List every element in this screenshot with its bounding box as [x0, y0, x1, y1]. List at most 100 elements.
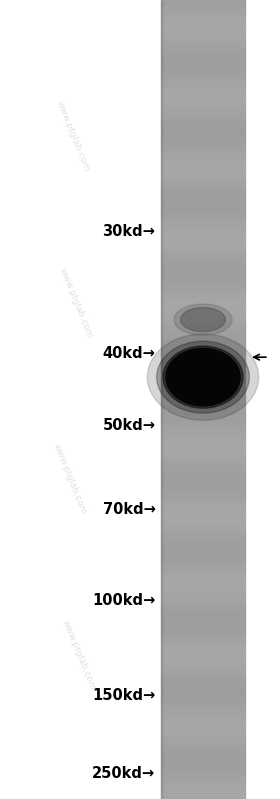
Text: www.ptglab.com: www.ptglab.com — [57, 267, 94, 340]
Bar — [161, 54, 245, 56]
Bar — [161, 100, 245, 101]
Bar — [161, 217, 245, 220]
Bar — [161, 98, 245, 100]
Bar — [161, 254, 245, 256]
Bar — [161, 603, 245, 606]
Bar — [161, 180, 245, 182]
Bar — [161, 241, 245, 244]
Bar — [161, 609, 245, 611]
Bar — [161, 66, 245, 68]
Bar — [161, 62, 245, 64]
Bar — [161, 561, 245, 563]
Bar — [161, 174, 245, 176]
Bar — [161, 282, 245, 284]
Bar — [161, 755, 245, 757]
Bar — [161, 506, 245, 507]
Bar — [161, 639, 245, 641]
Bar — [161, 569, 245, 571]
Bar — [161, 697, 245, 699]
Bar — [161, 577, 245, 579]
Bar — [161, 348, 245, 350]
Bar — [161, 414, 245, 415]
Bar — [161, 542, 245, 543]
Bar — [161, 431, 245, 433]
Bar — [161, 753, 245, 755]
Bar — [161, 683, 245, 686]
Bar — [161, 731, 245, 733]
Bar — [161, 34, 245, 36]
Bar — [161, 635, 245, 638]
Bar — [161, 763, 245, 765]
Bar — [161, 313, 245, 316]
Bar — [161, 144, 245, 145]
Bar — [161, 477, 245, 479]
Bar — [161, 140, 245, 142]
Bar — [161, 462, 245, 463]
Bar — [161, 522, 245, 523]
Bar — [161, 44, 245, 46]
Bar — [161, 104, 245, 105]
Ellipse shape — [147, 334, 259, 420]
Bar — [161, 607, 245, 609]
Bar — [161, 101, 245, 104]
Bar — [161, 622, 245, 623]
Bar — [161, 789, 245, 791]
Bar — [161, 84, 245, 86]
Bar — [161, 304, 245, 305]
Bar — [161, 713, 245, 715]
Bar — [161, 775, 245, 777]
Bar — [161, 14, 245, 16]
Bar — [161, 82, 245, 84]
Bar — [161, 671, 245, 673]
Bar — [161, 435, 245, 438]
Bar — [161, 70, 245, 72]
Bar — [161, 317, 245, 320]
Bar — [161, 288, 245, 290]
Bar — [161, 198, 245, 200]
Bar — [161, 298, 245, 300]
Bar — [161, 124, 245, 125]
Bar — [161, 76, 245, 78]
Bar — [161, 523, 245, 526]
Bar — [161, 42, 245, 44]
Bar — [161, 350, 245, 352]
Bar — [161, 585, 245, 587]
Bar — [161, 294, 245, 296]
Bar — [161, 599, 245, 601]
Bar — [161, 382, 245, 384]
Bar — [161, 686, 245, 687]
Bar — [161, 316, 245, 317]
Bar — [161, 305, 245, 308]
Bar — [161, 657, 245, 659]
Bar — [161, 233, 245, 236]
Bar — [161, 40, 245, 42]
Bar — [161, 56, 245, 58]
Bar — [161, 590, 245, 591]
Bar — [161, 246, 245, 248]
Bar — [161, 321, 245, 324]
Bar — [161, 493, 245, 495]
Bar — [161, 675, 245, 678]
Bar — [161, 499, 245, 502]
Bar — [161, 216, 245, 217]
Bar — [161, 797, 245, 799]
Bar — [161, 781, 245, 783]
Bar — [161, 403, 245, 406]
Text: 30kd→: 30kd→ — [102, 225, 155, 239]
Bar — [161, 749, 245, 751]
Bar — [161, 50, 245, 52]
Bar — [161, 693, 245, 695]
Bar — [161, 567, 245, 569]
Bar — [161, 614, 245, 615]
Bar — [161, 152, 245, 153]
Bar — [161, 390, 245, 392]
Bar — [161, 611, 245, 614]
Bar — [161, 290, 245, 292]
Bar — [161, 232, 245, 233]
Bar — [161, 553, 245, 555]
Bar — [161, 777, 245, 779]
Bar — [161, 32, 245, 34]
Bar — [161, 240, 245, 241]
Bar — [161, 164, 245, 166]
Bar — [161, 587, 245, 590]
